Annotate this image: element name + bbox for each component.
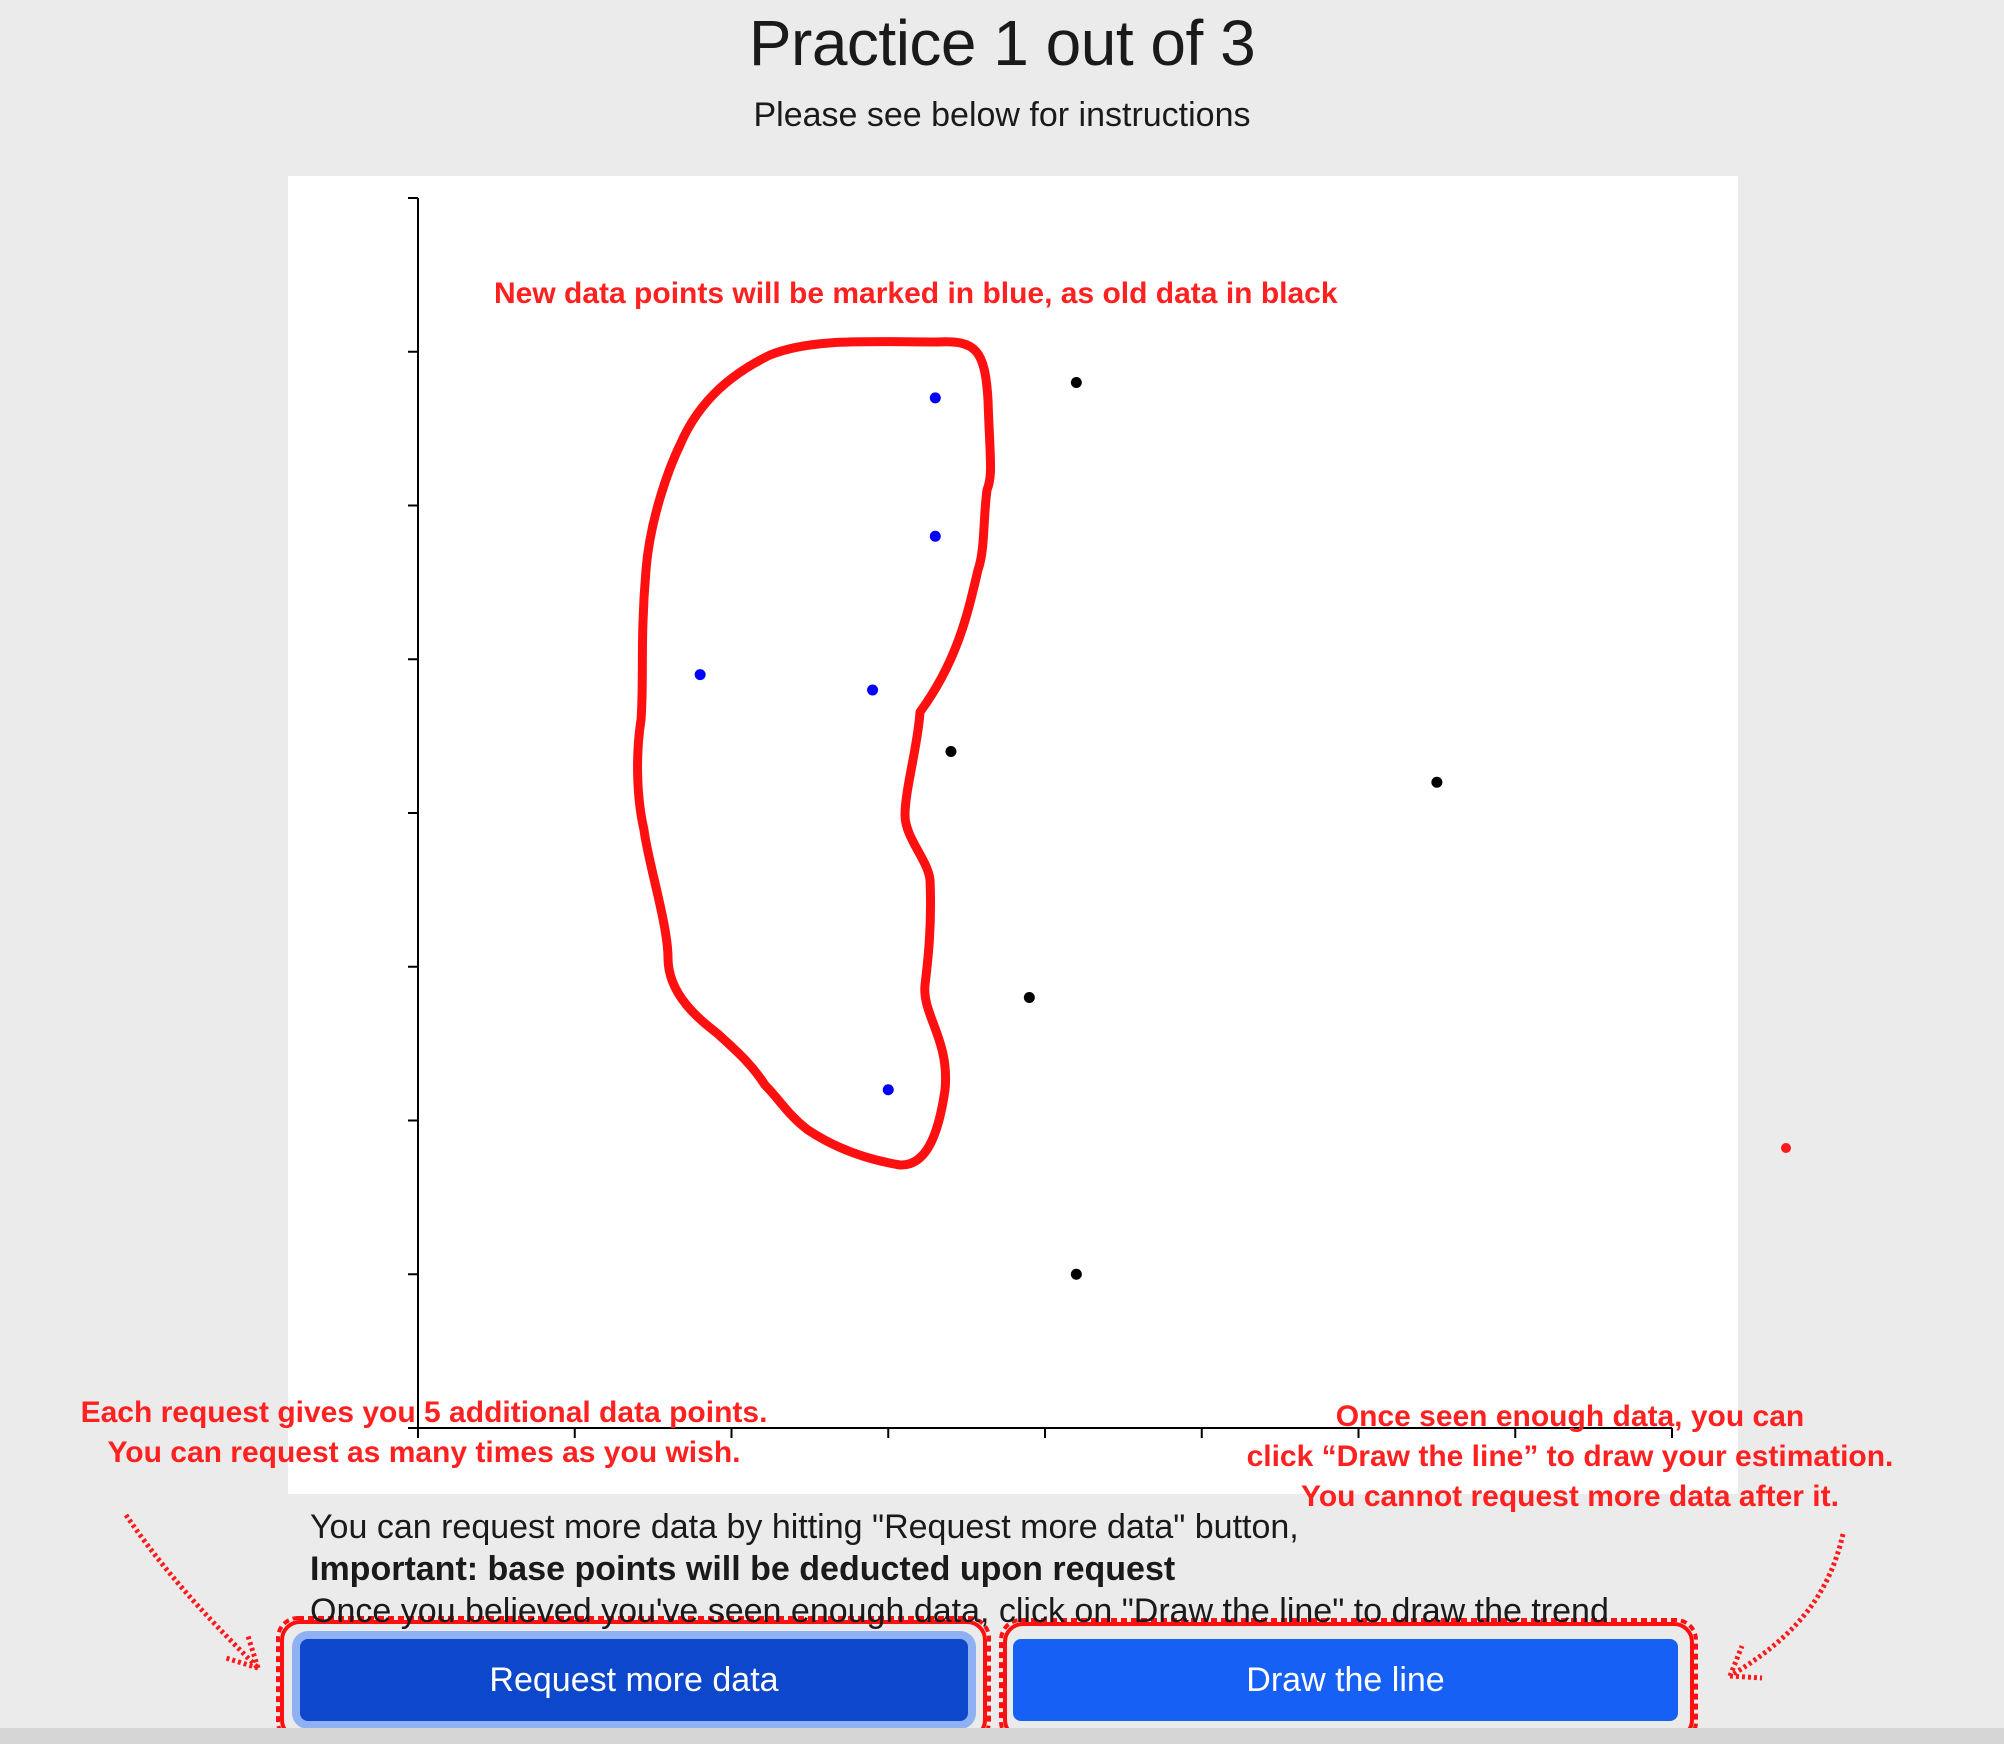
annotation-request-line2: You can request as many times as you wis…	[107, 1436, 741, 1469]
instructions-line1: You can request more data by hitting "Re…	[310, 1508, 1299, 1546]
draw-the-line-button[interactable]: Draw the line	[1013, 1639, 1678, 1721]
plot-panel[interactable]	[288, 176, 1738, 1494]
annotation-draw-line1: Once seen enough data, you can	[1335, 1400, 1805, 1433]
right-arrow	[1727, 1533, 1846, 1681]
instructions-line2: Important: base points will be deducted …	[310, 1550, 1176, 1588]
annotation-request: Each request gives you 5 additional data…	[14, 1393, 834, 1473]
instructions-line3: Once you believed you've seen enough dat…	[310, 1592, 1609, 1630]
annotation-new-points: New data points will be marked in blue, …	[494, 277, 1338, 310]
left-arrow	[123, 1513, 261, 1671]
cursor-dot	[1781, 1143, 1791, 1153]
bottom-strip	[0, 1728, 2004, 1744]
request-more-data-button[interactable]: Request more data	[300, 1639, 968, 1721]
instructions: You can request more data by hitting "Re…	[310, 1506, 1609, 1632]
annotation-draw-line3: You cannot request more data after it.	[1301, 1480, 1839, 1513]
annotation-draw-line2: click “Draw the line” to draw your estim…	[1246, 1440, 1894, 1473]
annotation-draw: Once seen enough data, you can click “Dr…	[1190, 1397, 1950, 1517]
annotation-request-line1: Each request gives you 5 additional data…	[80, 1396, 768, 1429]
page-subtitle: Please see below for instructions	[753, 96, 1251, 134]
page-title: Practice 1 out of 3	[748, 7, 1256, 79]
